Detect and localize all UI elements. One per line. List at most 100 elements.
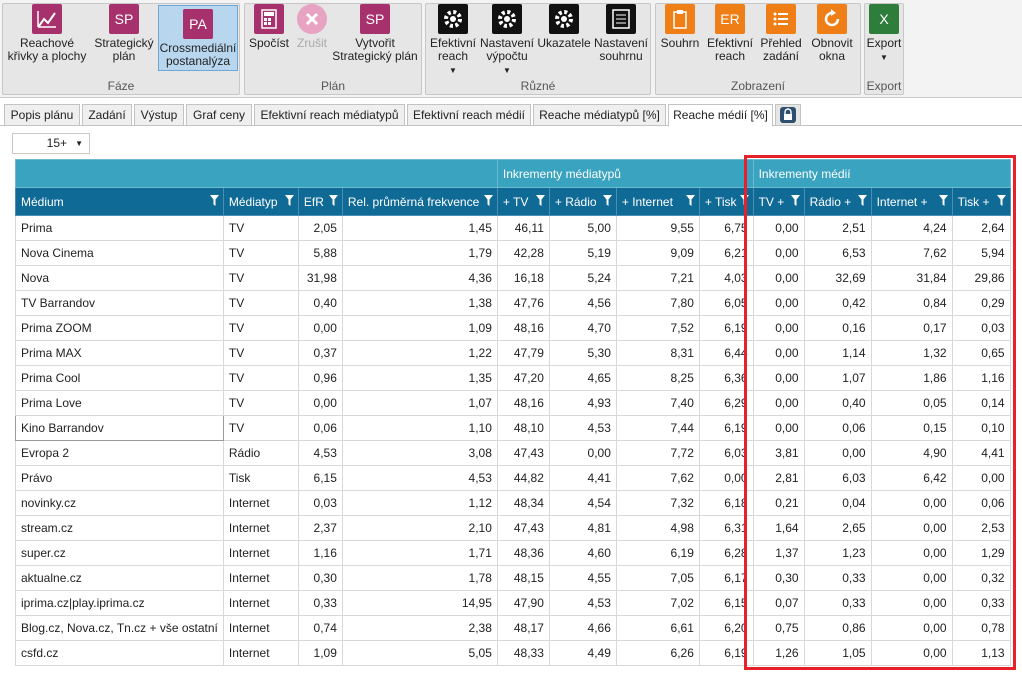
cell-value[interactable]: 0,65 (951, 340, 1011, 366)
cell-value[interactable]: 0,37 (297, 340, 343, 366)
cell-value[interactable]: 0,06 (951, 490, 1011, 516)
cell-value[interactable]: 1,26 (752, 640, 805, 666)
cell-value[interactable]: 6,26 (615, 640, 700, 666)
cell-medium[interactable]: Prima (15, 215, 224, 241)
cell-mediatype[interactable]: Rádio (222, 440, 299, 466)
cell-mediatype[interactable]: TV (222, 415, 299, 441)
table-row[interactable]: Evropa 2 Rádio 4,53 3,08 47,43 0,00 7,72 6,03 3,… (15, 440, 1011, 466)
column-header[interactable]: Tisk + (951, 187, 1011, 216)
cell-value[interactable]: 47,79 (496, 340, 550, 366)
cell-value[interactable]: 6,75 (698, 215, 754, 241)
cell-value[interactable]: 5,88 (297, 240, 343, 266)
cell-value[interactable]: 4,53 (548, 415, 617, 441)
cell-value[interactable]: 0,00 (752, 265, 805, 291)
cell-mediatype[interactable]: TV (222, 365, 299, 391)
cell-mediatype[interactable]: Internet (222, 540, 299, 566)
cell-value[interactable]: 42,28 (496, 240, 550, 266)
cell-value[interactable]: 7,32 (615, 490, 700, 516)
cell-value[interactable]: 8,31 (615, 340, 700, 366)
cell-value[interactable]: 1,10 (341, 415, 498, 441)
cell-value[interactable]: 6,15 (297, 465, 343, 491)
cell-value[interactable]: 0,40 (803, 390, 872, 416)
cell-value[interactable]: 48,33 (496, 640, 550, 666)
cell-value[interactable]: 6,42 (870, 465, 953, 491)
table-row[interactable]: super.cz Internet 1,16 1,71 48,36 4,60 6,19 6,2… (15, 540, 1011, 566)
cell-mediatype[interactable]: Internet (222, 565, 299, 591)
cell-value[interactable]: 2,05 (297, 215, 343, 241)
strategic-plan-button[interactable]: SP Strategický plán (92, 4, 156, 63)
cell-mediatype[interactable]: TV (222, 390, 299, 416)
tab-efektivni-reach-mediatypu[interactable]: Efektivní reach médiatypů (254, 104, 405, 126)
cell-value[interactable]: 1,71 (341, 540, 498, 566)
cell-medium[interactable]: csfd.cz (15, 640, 224, 666)
cell-value[interactable]: 6,03 (803, 465, 872, 491)
cell-value[interactable]: 0,74 (297, 615, 343, 641)
cell-value[interactable]: 0,00 (752, 365, 805, 391)
cell-value[interactable]: 4,66 (548, 615, 617, 641)
filter-icon[interactable] (284, 195, 294, 206)
cell-value[interactable]: 1,05 (803, 640, 872, 666)
cell-value[interactable]: 5,24 (548, 265, 617, 291)
cell-value[interactable]: 0,16 (803, 315, 872, 341)
cell-value[interactable]: 6,03 (698, 440, 754, 466)
table-row[interactable]: csfd.cz Internet 1,09 5,05 48,33 4,49 6,26 6,19… (15, 640, 1011, 666)
cell-value[interactable]: 2,65 (803, 515, 872, 541)
cell-value[interactable]: 1,14 (803, 340, 872, 366)
cell-value[interactable]: 2,51 (803, 215, 872, 241)
table-row[interactable]: Blog.cz, Nova.cz, Tn.cz + vše ostatní Int… (15, 615, 1011, 641)
filter-icon[interactable] (996, 195, 1006, 206)
cell-value[interactable]: 1,09 (341, 315, 498, 341)
cell-value[interactable]: 1,78 (341, 565, 498, 591)
restore-windows-button[interactable]: Obnovit okna (806, 4, 858, 63)
column-header[interactable]: Internet + (870, 187, 953, 216)
cell-value[interactable]: 0,84 (870, 290, 953, 316)
tab-efektivni-reach-medii[interactable]: Efektivní reach médií (407, 104, 531, 126)
cell-medium[interactable]: Blog.cz, Nova.cz, Tn.cz + vše ostatní (15, 615, 224, 641)
cell-value[interactable]: 0,03 (297, 490, 343, 516)
cell-value[interactable]: 6,18 (698, 490, 754, 516)
cell-medium[interactable]: Nova (15, 265, 224, 291)
effective-reach-view-button[interactable]: ER Efektivní reach (704, 4, 756, 63)
export-button[interactable]: X Export ▼ (864, 4, 904, 64)
cell-value[interactable]: 29,86 (951, 265, 1011, 291)
cell-value[interactable]: 4,56 (548, 290, 617, 316)
cell-mediatype[interactable]: Tisk (222, 465, 299, 491)
cell-value[interactable]: 7,72 (615, 440, 700, 466)
cell-value[interactable]: 14,95 (341, 590, 498, 616)
cell-mediatype[interactable]: Internet (222, 615, 299, 641)
column-header[interactable]: Médium (15, 187, 224, 216)
filter-icon[interactable] (328, 195, 338, 206)
cell-value[interactable]: 1,37 (752, 540, 805, 566)
column-header[interactable]: + Rádio (548, 187, 617, 216)
cell-value[interactable]: 0,14 (951, 390, 1011, 416)
cell-medium[interactable]: TV Barrandov (15, 290, 224, 316)
cell-value[interactable]: 48,16 (496, 315, 550, 341)
cell-medium[interactable]: super.cz (15, 540, 224, 566)
cell-mediatype[interactable]: TV (222, 340, 299, 366)
cell-value[interactable]: 6,53 (803, 240, 872, 266)
cell-value[interactable]: 16,18 (496, 265, 550, 291)
cell-value[interactable]: 0,42 (803, 290, 872, 316)
cell-value[interactable]: 4,41 (548, 465, 617, 491)
cell-value[interactable]: 0,00 (870, 490, 953, 516)
cell-medium[interactable]: novinky.cz (15, 490, 224, 516)
effective-reach-settings-button[interactable]: Efektivní reach ▼ (428, 4, 478, 77)
cell-medium[interactable]: Kino Barrandov (15, 415, 224, 441)
cell-value[interactable]: 0,30 (297, 565, 343, 591)
cell-value[interactable]: 6,15 (698, 590, 754, 616)
filter-icon[interactable] (938, 195, 948, 206)
crossmedia-postanalysis-button[interactable]: PA Crossmediální postanalýza (158, 5, 238, 71)
cell-value[interactable]: 8,25 (615, 365, 700, 391)
table-row[interactable]: Prima MAX TV 0,37 1,22 47,79 5,30 8,31 6,44 0,00… (15, 340, 1011, 366)
cell-value[interactable]: 1,16 (951, 365, 1011, 391)
cell-value[interactable]: 2,81 (752, 465, 805, 491)
cell-value[interactable]: 7,44 (615, 415, 700, 441)
cell-value[interactable]: 7,62 (870, 240, 953, 266)
cell-mediatype[interactable]: TV (222, 240, 299, 266)
cell-value[interactable]: 0,10 (951, 415, 1011, 441)
summary-settings-button[interactable]: Nastavení souhrnu (592, 4, 650, 63)
cell-value[interactable]: 0,04 (803, 490, 872, 516)
table-row[interactable]: iprima.cz|play.iprima.cz Internet 0,33 14,9… (15, 590, 1011, 616)
table-row[interactable]: Kino Barrandov TV 0,06 1,10 48,10 4,53 7,44 6,1… (15, 415, 1011, 441)
cell-value[interactable]: 0,00 (548, 440, 617, 466)
